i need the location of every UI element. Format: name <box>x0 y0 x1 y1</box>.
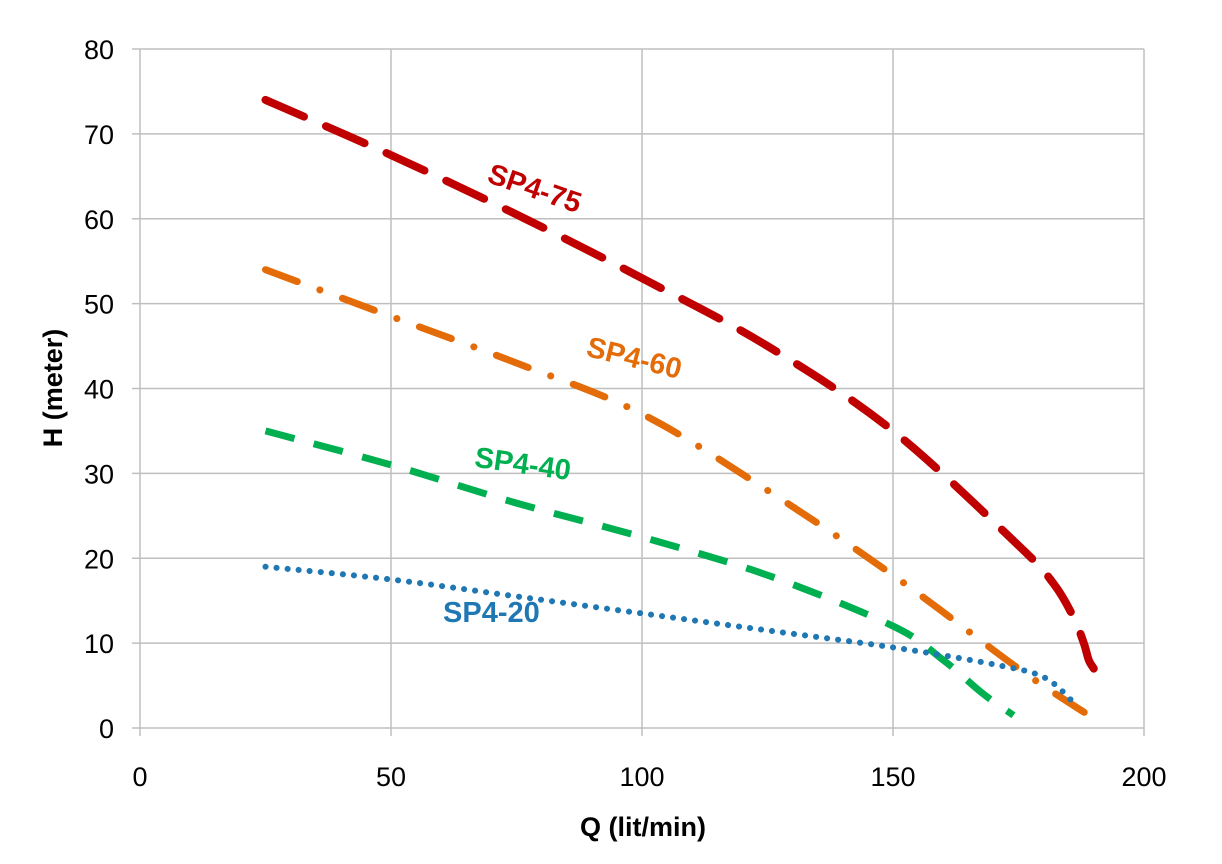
y-tick-label: 30 <box>84 459 114 489</box>
y-axis-title: H (meter) <box>38 329 68 448</box>
y-tick-label: 60 <box>84 205 114 235</box>
x-tick-label: 150 <box>870 762 915 792</box>
y-tick-label: 50 <box>84 290 114 320</box>
series-label-sp4-75: SP4-75 <box>484 158 586 220</box>
y-tick-label: 20 <box>84 544 114 574</box>
y-tick-label: 40 <box>84 375 114 405</box>
series-label-sp4-40: SP4-40 <box>473 442 573 487</box>
series-label-sp4-20: SP4-20 <box>443 597 540 629</box>
series-line-sp4-60 <box>262 266 1093 719</box>
y-tick-label: 10 <box>84 629 114 659</box>
x-tick-label: 200 <box>1121 762 1166 792</box>
x-axis-title: Q (lit/min) <box>580 812 706 842</box>
series-line-sp4-40 <box>264 427 1016 719</box>
tick-labels: 0 50 100 150 200 0 10 20 30 40 50 60 70 80 <box>84 35 1167 792</box>
x-tick-label: 0 <box>132 762 147 792</box>
series-label-sp4-60: SP4-60 <box>583 331 685 385</box>
series-layer <box>261 95 1098 719</box>
series-line-sp4-75 <box>261 95 1098 673</box>
y-tick-label: 80 <box>84 35 114 65</box>
y-tick-label: 70 <box>84 120 114 150</box>
gridlines <box>132 48 1145 736</box>
series-line-sp4-20 <box>262 563 1077 706</box>
y-tick-label: 0 <box>99 714 114 744</box>
x-tick-label: 50 <box>376 762 406 792</box>
x-tick-label: 100 <box>619 762 664 792</box>
